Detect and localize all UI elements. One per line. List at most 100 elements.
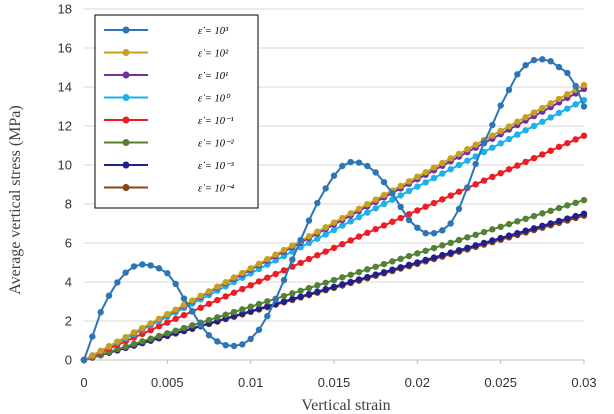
data-point (439, 196, 446, 203)
data-point (405, 261, 413, 269)
legend-label: ε̇ = 10⁻⁴ (198, 184, 235, 195)
data-point (497, 140, 504, 147)
data-point (522, 61, 529, 69)
data-point (322, 231, 329, 238)
data-point (189, 308, 196, 315)
data-point (414, 224, 421, 231)
data-point (114, 279, 121, 286)
y-tick-label: 10 (58, 158, 72, 173)
data-point (297, 287, 304, 294)
data-point (489, 132, 496, 139)
data-point (530, 109, 538, 116)
data-point (364, 273, 371, 281)
y-tick-label: 2 (65, 314, 72, 329)
data-point (205, 288, 213, 295)
data-point (214, 338, 221, 345)
legend-label: ε̇ = 10⁰ (198, 94, 231, 105)
data-point (347, 158, 354, 166)
data-point (80, 356, 88, 364)
y-tick-label: 6 (65, 236, 72, 251)
data-point (447, 239, 454, 247)
data-point (322, 286, 329, 293)
data-point (472, 242, 479, 249)
legend-swatch-marker (122, 116, 130, 124)
data-point (322, 279, 329, 286)
data-series (80, 56, 588, 364)
legend-item: ε̇ = 10⁰ (104, 94, 231, 105)
legend-swatch-marker (122, 94, 130, 101)
data-point (522, 114, 529, 121)
data-point (280, 276, 288, 284)
data-point (414, 207, 421, 214)
x-tick-label: 0.025 (484, 375, 517, 390)
data-point (505, 123, 513, 130)
data-point (539, 104, 546, 112)
data-point (455, 188, 463, 195)
data-point (480, 228, 488, 236)
data-point (289, 242, 296, 249)
data-point (155, 315, 163, 323)
data-point (139, 324, 146, 332)
y-tick-label: 12 (58, 119, 72, 134)
data-point (339, 214, 346, 222)
data-point (430, 199, 438, 207)
data-point (547, 147, 554, 154)
data-point (189, 322, 196, 329)
data-point (314, 282, 321, 289)
data-point (272, 270, 279, 278)
data-point (230, 308, 238, 316)
data-point (430, 244, 438, 252)
data-point (414, 259, 421, 266)
data-point (447, 249, 454, 256)
data-point (347, 271, 354, 278)
data-point (297, 236, 304, 244)
axes: 0 2 4 6 8 10 12 14 16 18 0 0.005 0.01 0.015 0.02 0.025 0… (58, 2, 597, 391)
data-point (339, 240, 346, 248)
legend-swatch-marker (122, 139, 130, 146)
data-point (514, 230, 521, 237)
y-tick-label: 14 (58, 80, 72, 95)
data-point (422, 247, 429, 254)
data-point (580, 132, 588, 139)
y-tick-label: 16 (58, 41, 72, 56)
data-point (447, 166, 454, 173)
series-0 (80, 56, 588, 364)
data-point (314, 235, 321, 242)
data-point (155, 332, 163, 340)
data-point (380, 200, 388, 208)
data-point (464, 157, 471, 164)
data-point (572, 82, 579, 90)
data-point (572, 101, 579, 108)
legend-item: ε̇ = 10⁻¹ (104, 116, 234, 127)
data-point (497, 169, 504, 177)
data-point (147, 262, 154, 269)
data-point (247, 282, 254, 289)
data-point (239, 341, 246, 348)
data-point (180, 324, 188, 332)
data-point (539, 118, 546, 125)
x-tick-label: 0 (80, 375, 87, 390)
legend-label: ε̇ = 10² (198, 49, 229, 60)
data-point (205, 300, 213, 308)
data-point (247, 303, 254, 310)
data-point (305, 233, 313, 240)
data-point (355, 213, 363, 221)
data-point (372, 225, 379, 233)
data-point (280, 246, 288, 254)
data-point (239, 269, 246, 277)
legend-box (94, 14, 259, 209)
data-point (214, 296, 221, 304)
data-point (330, 172, 338, 179)
data-point (497, 102, 504, 109)
data-point (322, 248, 329, 255)
data-point (347, 218, 354, 225)
data-point (405, 178, 413, 185)
data-point (555, 143, 563, 151)
data-point (455, 205, 463, 213)
data-point (172, 315, 179, 323)
data-point (247, 265, 254, 272)
legend-swatch-marker (122, 71, 130, 79)
data-point (405, 252, 413, 260)
data-point (514, 162, 521, 169)
legend-item: ε̇ = 10⁻⁴ (104, 184, 235, 195)
